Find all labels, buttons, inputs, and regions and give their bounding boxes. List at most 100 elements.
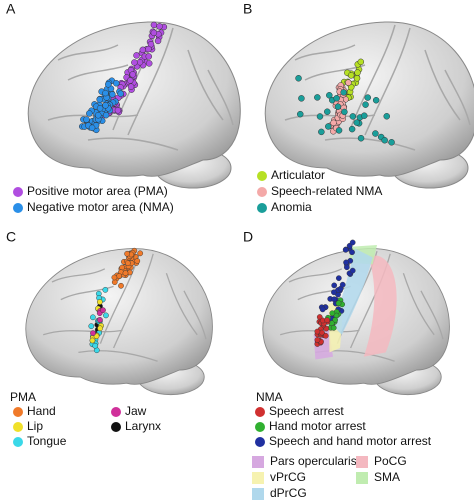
electrode-dot: [314, 328, 321, 335]
brain: [262, 248, 450, 385]
sulcus: [112, 253, 154, 349]
electrode-dot: [105, 81, 112, 88]
legend-swatch: [252, 488, 264, 500]
electrode-dot: [349, 267, 356, 274]
electrode-dot: [154, 37, 162, 45]
legend-dot: [111, 407, 121, 417]
sulcus: [165, 272, 198, 336]
electrode-dot: [90, 330, 96, 336]
electrode-dot: [113, 79, 120, 87]
electrode-dot: [103, 312, 109, 319]
electrode-dot: [364, 94, 371, 101]
electrode-dot: [127, 83, 135, 90]
electrode-dot: [381, 136, 388, 144]
electrode-dot: [88, 124, 96, 132]
panel-label: D: [243, 229, 253, 245]
electrode-dot: [156, 23, 163, 30]
brain-view: [27, 21, 241, 189]
sulcus: [78, 350, 158, 362]
electrode-dot: [109, 91, 116, 98]
electrode-dot: [353, 75, 361, 82]
legend-dot: [13, 422, 23, 432]
legend-text: Larynx: [125, 419, 161, 433]
legend-dot: [13, 203, 23, 213]
legend-heading: NMA: [256, 390, 283, 404]
legend-text: Anomia: [271, 200, 312, 214]
electrode-dot: [129, 71, 137, 78]
electrode-dot: [133, 52, 140, 59]
electrode-dot: [83, 116, 90, 123]
sulcus: [294, 44, 356, 61]
legend-dot: [111, 422, 121, 432]
legend-text: Hand: [27, 404, 56, 418]
legend-text: SMA: [374, 470, 400, 484]
electrode-dot: [126, 77, 134, 84]
sulcus: [364, 27, 411, 136]
panel-label: A: [6, 1, 16, 17]
legend-text: vPrCG: [270, 470, 306, 484]
sulcus: [288, 268, 343, 283]
electrode-dot: [331, 296, 338, 303]
electrode-dot: [357, 58, 365, 66]
electrode-dot: [124, 250, 130, 257]
electrode-dot: [314, 94, 321, 101]
legend-text: Speech arrest: [269, 404, 344, 418]
electrode-dot: [335, 127, 343, 134]
sulcus: [420, 290, 444, 340]
legend-dot: [255, 422, 265, 432]
legend-dot: [255, 407, 265, 417]
electrode-dot: [145, 60, 153, 67]
electrode-dot: [326, 92, 333, 99]
electrode-dot: [353, 119, 361, 126]
electrode-dot: [348, 125, 356, 133]
legend-text: Negative motor area (NMA): [27, 200, 174, 214]
electrode-dot: [100, 307, 106, 314]
legend-text: Hand motor arrest: [269, 419, 366, 433]
electrode-dot: [111, 274, 118, 281]
electrode-dot: [137, 250, 144, 257]
sulcus: [187, 49, 224, 121]
electrode-dot: [340, 89, 347, 96]
electrode-dot: [125, 260, 131, 267]
legend-text: dPrCG: [270, 486, 307, 500]
electrode-dot: [349, 113, 357, 120]
panel-label: C: [6, 229, 16, 245]
legend-text: Speech and hand motor arrest: [269, 434, 432, 448]
electrode-dot: [347, 72, 355, 79]
electrode-dot: [357, 134, 365, 142]
electrode-dot: [131, 59, 138, 66]
electrode-dot: [134, 258, 141, 264]
electrode-dot: [339, 281, 346, 288]
legend-heading: PMA: [10, 390, 36, 404]
legend-text: Pars opercularis: [270, 454, 357, 468]
electrode-dot: [86, 110, 93, 117]
electrode-dot: [96, 299, 103, 305]
sulcus: [424, 49, 461, 121]
electrode-dot: [145, 45, 152, 53]
electrode-dot: [118, 282, 124, 289]
sulcus: [67, 64, 129, 81]
legend-text: Tongue: [27, 434, 67, 448]
legend-swatch: [356, 456, 368, 468]
legend-swatch: [252, 456, 264, 468]
legend-dot: [13, 187, 23, 197]
electrode-dot: [136, 58, 144, 66]
electrode-dot: [88, 323, 95, 330]
electrode-dot: [318, 128, 325, 136]
electrode-dot: [330, 324, 337, 331]
electrode-dot: [324, 108, 331, 115]
sulcus: [87, 137, 179, 151]
electrode-dot: [117, 90, 124, 97]
legend-text: Articulator: [271, 168, 325, 182]
electrode-dot: [95, 112, 102, 119]
region: [363, 255, 397, 357]
brain-view: [264, 21, 474, 189]
electrode-dot: [330, 119, 337, 127]
brain-view: [25, 247, 213, 396]
electrode-dot: [150, 29, 158, 37]
electrode-dot: [342, 246, 349, 253]
electrode-dot: [90, 314, 96, 321]
electrode-dot: [335, 275, 342, 282]
electrode-dot: [145, 53, 153, 60]
